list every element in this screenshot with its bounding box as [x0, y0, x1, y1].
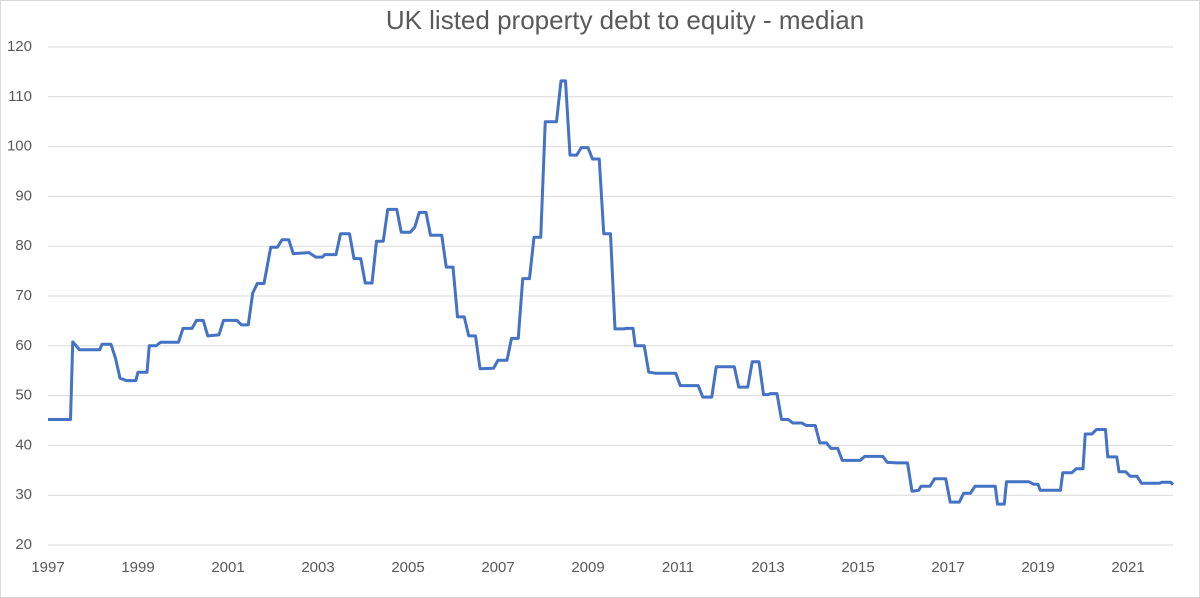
chart-title: UK listed property debt to equity - medi…: [386, 5, 864, 35]
y-tick-label: 100: [7, 138, 32, 155]
x-tick-label: 2019: [1021, 559, 1054, 576]
x-tick-label: 2003: [301, 559, 334, 576]
y-tick-label: 80: [15, 237, 32, 254]
x-tick-label: 2015: [841, 559, 874, 576]
x-tick-label: 2011: [662, 559, 694, 576]
y-tick-label: 60: [15, 337, 32, 354]
y-tick-label: 90: [15, 187, 32, 204]
y-tick-label: 50: [15, 387, 32, 404]
x-tick-label: 2001: [211, 559, 244, 576]
x-tick-label: 2017: [931, 559, 964, 576]
y-tick-label: 70: [15, 287, 32, 304]
x-tick-label: 1999: [121, 559, 154, 576]
y-tick-label: 120: [7, 38, 32, 55]
x-tick-label: 2021: [1111, 559, 1144, 576]
y-tick-label: 110: [8, 88, 32, 105]
x-tick-label: 2005: [391, 559, 424, 576]
data-line: [48, 79, 1175, 506]
x-tick-label: 1997: [31, 559, 64, 576]
x-tick-label: 2007: [481, 559, 514, 576]
y-tick-label: 20: [15, 536, 32, 553]
y-tick-label: 40: [15, 436, 32, 453]
x-tick-label: 2009: [571, 559, 604, 576]
x-tick-label: 2013: [751, 559, 784, 576]
y-tick-label: 30: [15, 486, 32, 503]
